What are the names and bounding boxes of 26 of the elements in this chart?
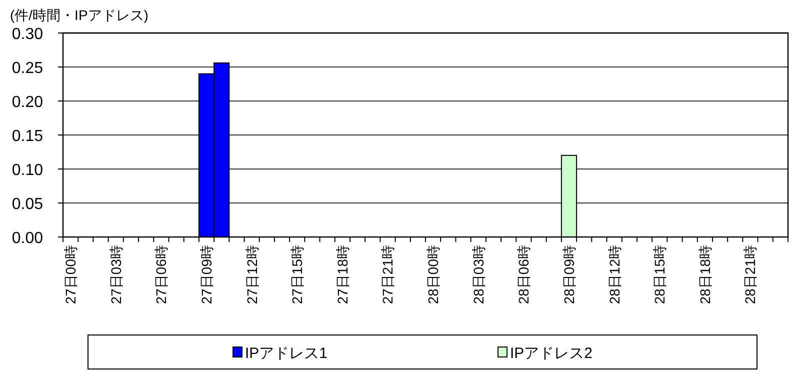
y-tick-label: 0.15	[12, 128, 44, 145]
x-tick-label: 27日15時	[289, 245, 306, 304]
legend-label: IPアドレス1	[245, 345, 328, 362]
x-tick-label: 27日21時	[380, 245, 396, 304]
x-tick-label: 27日18時	[334, 245, 350, 304]
x-tick-label: 28日15時	[652, 245, 668, 304]
y-tick-label: 0.10	[12, 162, 44, 179]
x-tick-label: 28日06時	[516, 245, 532, 304]
x-tick-label: 28日00時	[425, 245, 442, 304]
x-tick-label: 28日12時	[606, 245, 622, 304]
x-tick-label: 27日00時	[62, 245, 79, 304]
x-tick-label: 27日09時	[198, 245, 214, 304]
y-tick-label: 0.20	[12, 94, 44, 111]
x-tick-label: 28日09時	[560, 245, 577, 304]
x-tick-label: 27日03時	[108, 245, 124, 304]
y-axis-title: (件/時間・IPアドレス)	[10, 7, 148, 23]
x-tick-label: 27日12時	[244, 245, 260, 304]
y-tick-label: 0.00	[12, 230, 44, 247]
x-tick-label: 28日18時	[696, 245, 713, 304]
x-tick-label: 28日03時	[470, 245, 486, 304]
x-tick-label: 28日21時	[742, 245, 758, 304]
legend-label: IPアドレス2	[510, 345, 593, 362]
y-tick-label: 0.05	[12, 196, 44, 213]
x-tick-label: 27日06時	[153, 245, 170, 304]
y-tick-label: 0.30	[12, 26, 44, 43]
y-tick-label: 0.25	[12, 60, 44, 77]
